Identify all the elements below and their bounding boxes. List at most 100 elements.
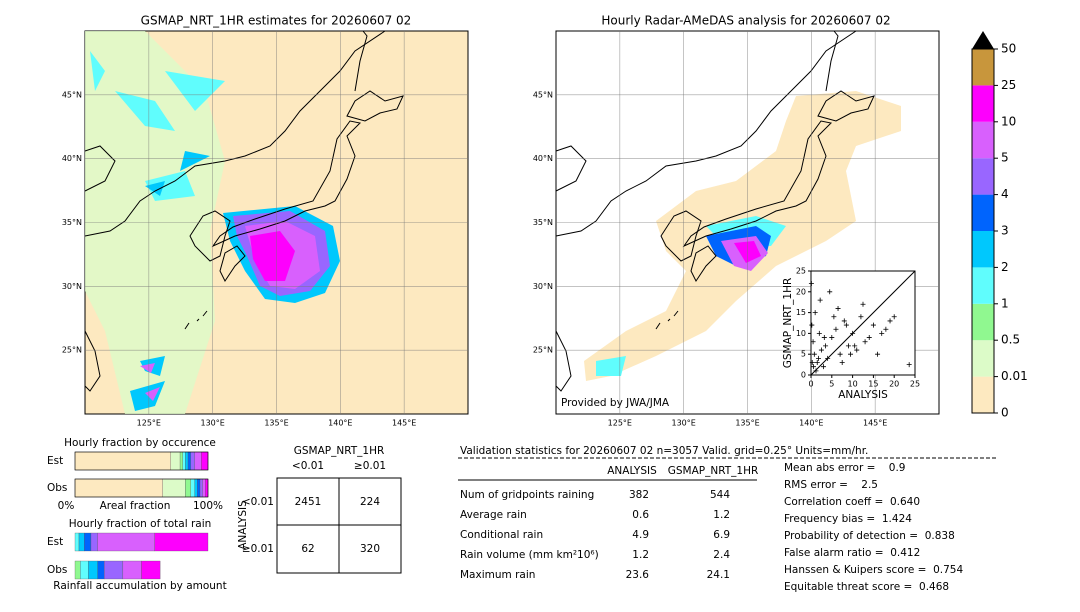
score: Hanssen & Kuipers score = 0.754 (784, 564, 963, 576)
cell: 320 (360, 543, 380, 555)
fraction-segment (141, 560, 161, 580)
scatter-point (843, 322, 849, 328)
lon-label: 135°E (735, 419, 759, 428)
fraction-segment (74, 451, 171, 471)
lat-label: 45°N (62, 90, 82, 99)
scatter-point (809, 360, 815, 366)
scatter-point (817, 297, 823, 303)
colorbar-extension (972, 31, 994, 49)
y-tick-label: 5 (801, 350, 806, 359)
cell: 23.6 (626, 569, 650, 581)
axis-label: 100% (193, 500, 223, 512)
row-label: Est (47, 455, 63, 467)
score: False alarm ratio = 0.412 (784, 547, 920, 559)
colorbar-label: 3 (1001, 224, 1009, 238)
score: RMS error = 2.5 (784, 479, 878, 491)
row-label: Obs (47, 482, 67, 494)
scatter-point (825, 355, 831, 361)
lon-label: 145°E (863, 419, 887, 428)
row-label: <0.01 (242, 496, 274, 508)
colorbar-segment (972, 85, 994, 122)
lon-label: 130°E (201, 419, 225, 428)
fraction-segment (74, 532, 80, 552)
row-label: Conditional rain (460, 529, 543, 541)
scatter-point (821, 335, 827, 341)
scatter-point (811, 351, 817, 357)
colorbar-label: 0 (1001, 406, 1009, 420)
lon-label: 130°E (672, 419, 696, 428)
fraction-segment (194, 451, 202, 471)
scatter-point (883, 326, 889, 332)
fraction-segment (185, 451, 189, 471)
scatter-point (820, 364, 826, 370)
x-tick-label: 0 (808, 380, 813, 389)
fraction-segment (122, 560, 142, 580)
y-tick-label: 0 (801, 371, 806, 380)
colorbar-segment (972, 49, 994, 86)
colorbar-label: 2 (1001, 260, 1009, 274)
col-head: GSMAP_NRT_1HR (668, 465, 759, 477)
cell: 382 (629, 489, 649, 501)
colorbar-label: 5 (1001, 151, 1009, 165)
fraction-segment (80, 560, 89, 580)
scatter-point (858, 314, 864, 320)
scatter-point (818, 347, 824, 353)
validation-title: Validation statistics for 20260607 02 n=… (460, 445, 868, 457)
fraction-segment (88, 560, 98, 580)
lon-label: 140°E (799, 419, 823, 428)
scatter-point (875, 351, 881, 357)
lat-label: 25°N (62, 346, 82, 355)
score: Probability of detection = 0.838 (784, 530, 955, 542)
row-label: Average rain (460, 509, 527, 521)
y-axis-label: GSMAP_NRT_1HR (782, 278, 794, 369)
fraction-segment (84, 532, 92, 552)
colorbar-segment (972, 376, 994, 413)
scatter-point (887, 318, 893, 324)
colorbar-segment (972, 303, 994, 341)
scatter-point (816, 330, 822, 336)
fraction-segment (185, 478, 191, 498)
score: Correlation coeff = 0.640 (784, 496, 920, 508)
scatter-point (810, 364, 816, 370)
x-tick-label: 15 (868, 380, 878, 389)
right-map-title: Hourly Radar-AMeDAS analysis for 2026060… (601, 14, 890, 28)
fraction-segment (104, 560, 124, 580)
fraction-frame (74, 451, 209, 471)
credit: Provided by JWA/JMA (561, 397, 670, 409)
scatter-point (823, 343, 829, 349)
colorbar-label: 25 (1001, 78, 1016, 92)
scatter-point (835, 305, 841, 311)
scatter-point (839, 360, 845, 366)
scatter-point (815, 355, 821, 361)
colorbar-label: 0.5 (1001, 333, 1020, 347)
scatter-point (906, 362, 912, 368)
x-tick-label: 20 (889, 380, 899, 389)
x-tick-label: 5 (829, 380, 834, 389)
fraction-segment (190, 451, 195, 471)
lat-label: 30°N (533, 282, 553, 291)
scatter-point (854, 347, 860, 353)
fraction-segment (154, 532, 209, 552)
cell: 4.9 (632, 529, 649, 541)
cell: 24.1 (707, 569, 730, 581)
y-tick-label: 10 (796, 329, 806, 338)
colorbar-label: 10 (1001, 114, 1016, 128)
cell: 2451 (295, 496, 322, 508)
fraction-segment (78, 532, 85, 552)
fraction-segment (199, 478, 203, 498)
scatter-point (808, 280, 814, 286)
scatter-point (812, 310, 818, 316)
fraction-segment (170, 451, 181, 471)
fraction-segment (97, 532, 155, 552)
fraction-segment (179, 451, 183, 471)
scatter-point (827, 289, 833, 295)
scatter-point (837, 351, 843, 357)
scatter-point (809, 322, 815, 328)
row-label: Maximum rain (460, 569, 535, 581)
fraction-segment (74, 478, 163, 498)
row-label: Num of gridpoints raining (460, 489, 594, 501)
total-footer: Rainfall accumulation by amount (53, 580, 226, 592)
scatter-point (810, 339, 816, 345)
col-label: ≥0.01 (354, 460, 386, 472)
lon-label: 145°E (392, 419, 416, 428)
